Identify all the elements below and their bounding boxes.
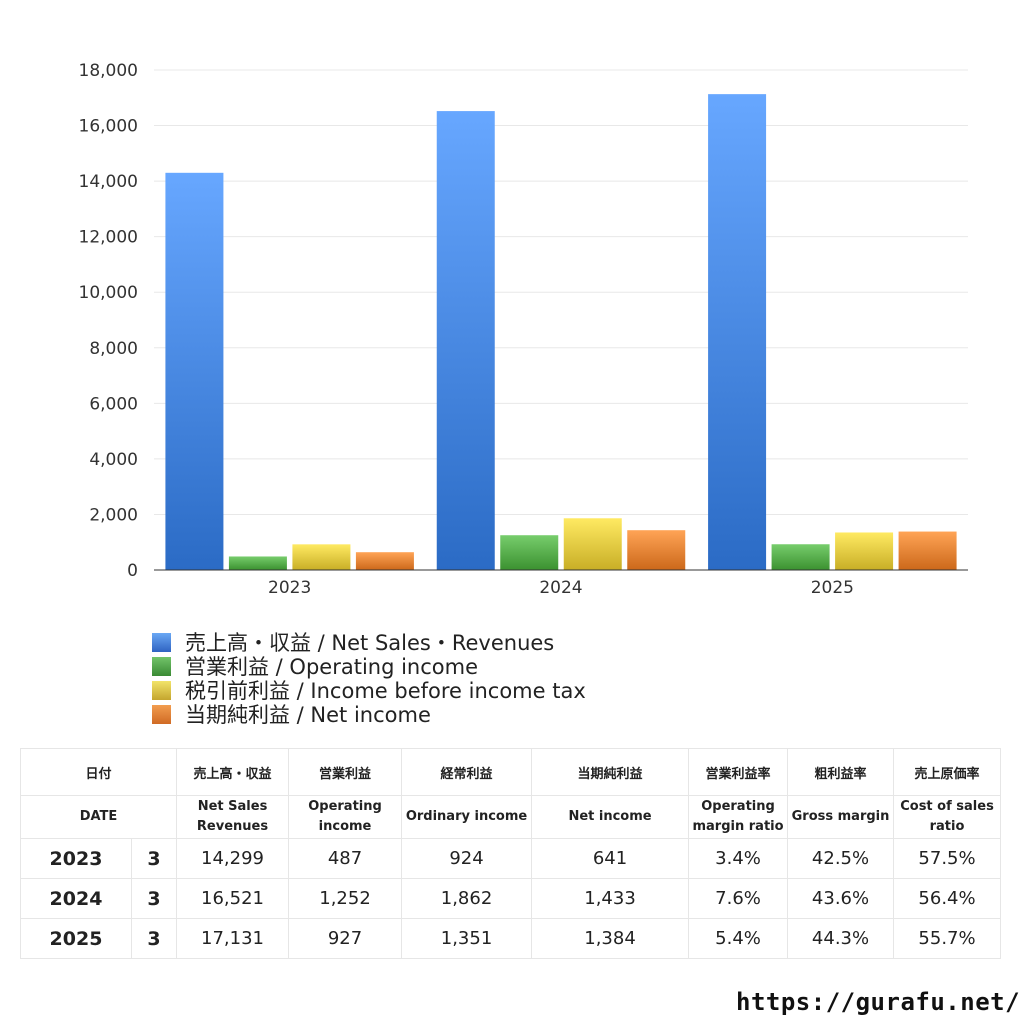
legend-label: 売上高・収益 / Net Sales・Revenues — [185, 631, 555, 655]
cell-year: 2023 — [20, 838, 132, 879]
header-sales-en: Net Sales Revenues — [176, 795, 290, 839]
header-opm-jp: 営業利益率 — [688, 748, 789, 796]
x-tick-label: 2024 — [539, 578, 582, 598]
x-tick-label: 2023 — [268, 578, 311, 598]
bars — [165, 94, 957, 571]
legend-swatch — [152, 632, 171, 652]
legend-label: 税引前利益 / Income before income tax — [185, 679, 586, 703]
y-tick-label: 10,000 — [79, 283, 138, 303]
header-net-jp: 当期純利益 — [531, 748, 690, 796]
y-tick-label: 16,000 — [79, 117, 138, 137]
y-tick-label: 8,000 — [89, 339, 138, 359]
header-net-en: Net income — [531, 795, 690, 839]
bar — [771, 544, 830, 570]
cell-ord: 924 — [401, 838, 533, 879]
bar — [228, 556, 287, 570]
table-row: 2023 3 14,299 487 924 641 3.4% 42.5% 57.… — [20, 838, 1002, 879]
cell-year: 2025 — [20, 918, 132, 959]
bar — [708, 94, 767, 570]
cell-gross: 42.5% — [787, 838, 895, 879]
cell-op: 1,252 — [288, 878, 403, 919]
site-url[interactable]: https://gurafu.net/ — [736, 988, 1021, 1016]
legend-item: 税引前利益 / Income before income tax — [152, 678, 586, 703]
y-tick-label: 14,000 — [79, 172, 138, 192]
legend-label: 当期純利益 / Net income — [185, 703, 431, 727]
legend-label: 営業利益 / Operating income — [185, 655, 479, 679]
cell-op: 487 — [288, 838, 403, 879]
cell-month: 3 — [130, 918, 178, 959]
bar — [627, 530, 686, 570]
cell-month: 3 — [130, 878, 178, 919]
cell-cost: 57.5% — [893, 838, 1002, 879]
header-op-jp: 営業利益 — [288, 748, 403, 796]
legend-swatch — [152, 704, 171, 724]
table-header-jp: 日付 売上高・収益 営業利益 経常利益 当期純利益 営業利益率 粗利益率 売上原… — [19, 748, 1002, 796]
table-row: 2024 3 16,521 1,252 1,862 1,433 7.6% 43.… — [20, 878, 1002, 919]
bar — [500, 535, 559, 570]
cell-net: 1,433 — [531, 878, 690, 919]
y-tick-label: 0 — [127, 561, 138, 581]
cell-cost: 55.7% — [893, 918, 1002, 959]
header-op-en: Operating income — [288, 795, 403, 839]
x-axis-ticks: 2023 2024 2025 — [268, 578, 854, 598]
table-row: 2025 3 17,131 927 1,351 1,384 5.4% 44.3%… — [20, 918, 1002, 959]
y-tick-label: 4,000 — [89, 450, 138, 470]
cell-net: 641 — [531, 838, 690, 879]
bar-chart: 0 2,000 4,000 6,000 8,000 10,000 12,000 14,000 1… — [79, 61, 968, 598]
cell-op-margin: 3.4% — [688, 838, 789, 879]
bar — [436, 111, 495, 570]
header-opm-en: Operating margin ratio — [688, 795, 789, 839]
cell-year: 2024 — [20, 878, 132, 919]
legend-item: 売上高・収益 / Net Sales・Revenues — [152, 630, 586, 655]
bar — [355, 552, 414, 570]
header-sales-jp: 売上高・収益 — [176, 748, 290, 796]
cell-net: 1,384 — [531, 918, 690, 959]
cell-sales: 17,131 — [176, 918, 290, 959]
bar — [835, 532, 894, 570]
header-cost-en: Cost of sales ratio — [893, 795, 1002, 839]
header-ord-jp: 経常利益 — [401, 748, 533, 796]
header-cost-jp: 売上原価率 — [893, 748, 1002, 796]
y-tick-label: 6,000 — [89, 394, 138, 414]
header-ord-en: Ordinary income — [401, 795, 533, 839]
bar — [292, 544, 351, 570]
cell-ord: 1,351 — [401, 918, 533, 959]
x-tick-label: 2025 — [811, 578, 854, 598]
table-header-en: DATE Net Sales Revenues Operating income… — [19, 795, 1002, 839]
y-tick-label: 12,000 — [79, 228, 138, 248]
cell-gross: 44.3% — [787, 918, 895, 959]
y-tick-label: 2,000 — [89, 505, 138, 525]
y-axis-ticks: 0 2,000 4,000 6,000 8,000 10,000 12,000 14,000 1… — [79, 61, 138, 581]
header-gross-jp: 粗利益率 — [787, 748, 895, 796]
y-tick-label: 18,000 — [79, 61, 138, 81]
cell-op-margin: 5.4% — [688, 918, 789, 959]
grid-lines — [154, 69, 968, 515]
cell-gross: 43.6% — [787, 878, 895, 919]
cell-ord: 1,862 — [401, 878, 533, 919]
bar — [165, 172, 224, 571]
cell-sales: 16,521 — [176, 878, 290, 919]
cell-month: 3 — [130, 838, 178, 879]
header-gross-en: Gross margin — [787, 795, 895, 839]
header-date-en: DATE — [19, 795, 178, 839]
bar — [898, 531, 957, 570]
financial-table: 日付 売上高・収益 営業利益 経常利益 当期純利益 営業利益率 粗利益率 売上原… — [19, 748, 1002, 959]
cell-op-margin: 7.6% — [688, 878, 789, 919]
cell-op: 927 — [288, 918, 403, 959]
legend-item: 営業利益 / Operating income — [152, 654, 586, 679]
cell-cost: 56.4% — [893, 878, 1002, 919]
legend-swatch — [152, 680, 171, 700]
legend: 売上高・収益 / Net Sales・Revenues 営業利益 / Opera… — [152, 630, 586, 727]
legend-swatch — [152, 656, 171, 676]
cell-sales: 14,299 — [176, 838, 290, 879]
legend-item: 当期純利益 / Net income — [152, 702, 586, 727]
bar — [563, 518, 622, 570]
header-date-jp: 日付 — [19, 748, 178, 796]
